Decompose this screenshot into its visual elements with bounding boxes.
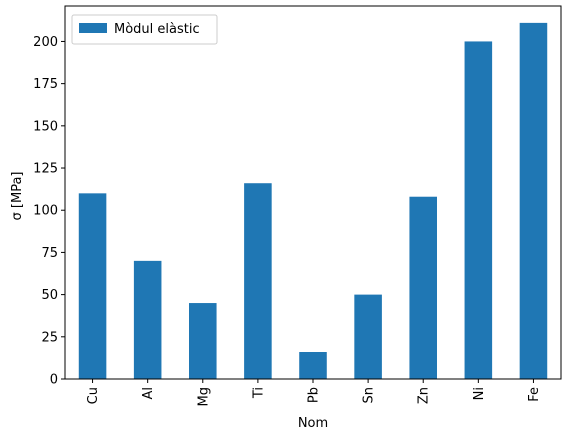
legend: Mòdul elàstic [71,14,218,45]
y-tick-label: 75 [41,246,58,261]
x-tick-label: Cu [86,387,101,404]
x-tick-label: Ti [251,387,266,399]
bar-ni [464,41,493,379]
legend-label: Mòdul elàstic [114,22,200,37]
y-tick-label: 100 [33,204,58,219]
x-tick-label: Zn [417,387,432,404]
y-tick-label: 200 [33,35,58,50]
x-tick-label: Fe [527,387,542,402]
y-tick-label: 150 [33,119,58,134]
x-tick-label: Mg [196,387,211,406]
y-axis-label: σ [MPa] [10,172,25,221]
bar-mg [189,303,217,379]
bar-cu [78,193,107,379]
x-tick-label: Al [141,387,156,400]
axes-layer: Cu Al Mg Ti Pb Sn Zn Ni Fe 0 25 50 75 100 125 150 175 200 [33,5,562,406]
bar-fe [519,22,548,379]
y-tick-label: 50 [41,288,58,303]
y-tick-label: 125 [33,162,58,177]
x-tick-label: Pb [307,387,322,403]
x-tick-label: Ni [472,387,487,400]
legend-frame [71,14,218,45]
x-tick-label: Sn [362,387,377,404]
y-tick-label: 25 [41,330,58,345]
bar-al [133,260,162,379]
y-tick-label: 175 [33,77,58,92]
x-axis-label: Nom [298,416,328,431]
legend-swatch [79,23,107,33]
bar-ti [244,183,272,379]
y-tick-label: 0 [50,373,58,388]
bar-zn [409,196,437,379]
bar-pb [299,352,327,379]
plot-frame [64,5,562,380]
bars-layer [78,22,548,379]
bar-sn [354,294,382,379]
